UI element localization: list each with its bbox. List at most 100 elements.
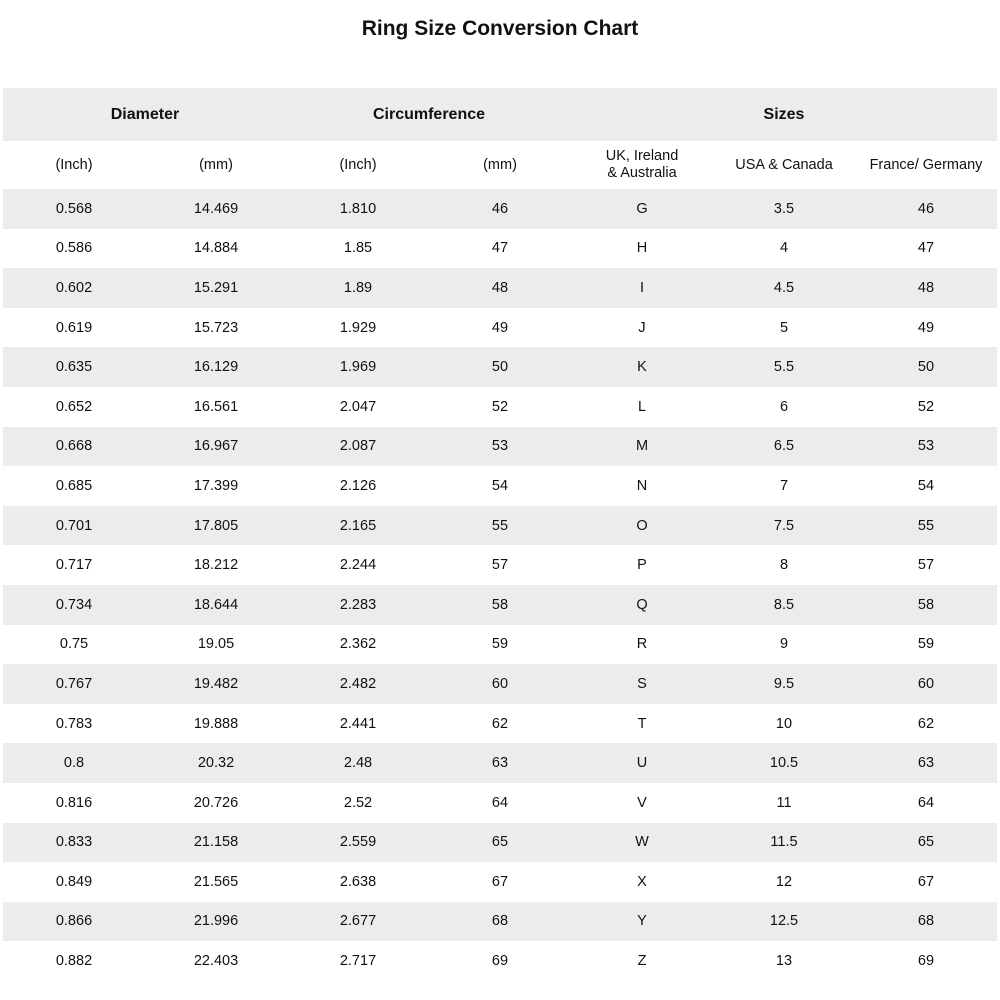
table-cell: 18.644	[145, 584, 287, 625]
table-cell: 8	[779, 557, 789, 574]
table-cell: 69	[491, 953, 509, 970]
table-cell: 60	[429, 664, 571, 704]
table-cell: 6	[779, 398, 789, 415]
column-header-row: (Inch) (mm) (Inch) (mm) UK, Ireland & Au…	[3, 141, 997, 189]
table-cell: 58	[429, 584, 571, 625]
table-cell: 17.805	[145, 505, 287, 546]
table-cell: 50	[855, 347, 997, 387]
table-row: 0.568 14.469 1.810 46 G 3.5 46	[3, 189, 997, 229]
table-cell: 2.126	[339, 477, 377, 494]
table-cell: 57	[491, 557, 509, 574]
table-cell: 0.866	[3, 901, 145, 942]
table-cell: 3.5	[713, 189, 855, 229]
table-cell: 0.619	[55, 319, 93, 336]
table-cell: 19.05	[197, 636, 235, 653]
table-cell: R	[636, 636, 648, 653]
column-header: (Inch)	[287, 141, 429, 189]
table-cell: 46	[855, 189, 997, 229]
table-cell: 0.685	[55, 477, 93, 494]
table-cell: 46	[429, 189, 571, 229]
table-cell: 4	[779, 240, 789, 257]
table-cell: 0.602	[3, 268, 145, 308]
table-cell: 53	[429, 426, 571, 467]
group-header-sizes: Sizes	[571, 88, 997, 141]
table-cell: 0.668	[3, 426, 145, 467]
table-cell: H	[636, 240, 648, 257]
table-cell: 2.638	[339, 873, 377, 890]
table-cell: 64	[491, 794, 509, 811]
table-cell: 0.635	[3, 347, 145, 387]
table-row: 0.783 19.888 2.441 62 T 10 62	[3, 704, 997, 744]
table-cell: 49	[917, 319, 935, 336]
table-cell: 16.129	[145, 347, 287, 387]
table-cell: 2.362	[339, 636, 377, 653]
table-row: 0.701 17.805 2.165 55 O 7.5 55	[3, 505, 997, 546]
table-cell: 1.969	[287, 347, 429, 387]
table-cell: 1.89	[287, 268, 429, 308]
table-cell: 68	[855, 901, 997, 942]
table-cell: 9	[779, 636, 789, 653]
table-row: 0.602 15.291 1.89 48 I 4.5 48	[3, 268, 997, 308]
table-cell: 13	[775, 953, 793, 970]
table-cell: 2.283	[287, 584, 429, 625]
table-cell: 0.701	[3, 505, 145, 546]
table-cell: 7.5	[713, 505, 855, 546]
table-cell: 19.888	[193, 715, 239, 732]
table-cell: 63	[429, 743, 571, 783]
table-cell: 2.52	[343, 794, 373, 811]
table-cell: 20.726	[193, 794, 239, 811]
table-cell: 10	[775, 715, 793, 732]
table-cell: 21.158	[145, 822, 287, 863]
table-cell: L	[637, 398, 647, 415]
table-row: 0.849 21.565 2.638 67 X 12 67	[3, 862, 997, 902]
group-header-circumference: Circumference	[287, 88, 571, 141]
table-cell: 65	[855, 822, 997, 863]
table-row: 0.8 20.32 2.48 63 U 10.5 63	[3, 743, 997, 783]
table-row: 0.833 21.158 2.559 65 W 11.5 65	[3, 822, 997, 863]
table-cell: T	[637, 715, 647, 732]
table-cell: 15.723	[193, 319, 239, 336]
table-cell: 57	[917, 557, 935, 574]
table-cell: I	[571, 268, 713, 308]
table-cell: 48	[855, 268, 997, 308]
table-cell: 16.561	[193, 398, 239, 415]
table-cell: 0.734	[3, 584, 145, 625]
table-cell: S	[571, 664, 713, 704]
table-cell: 0.767	[3, 664, 145, 704]
ring-size-table: Diameter Circumference Sizes (Inch) (mm)…	[3, 88, 997, 981]
table-cell: 0.75	[59, 636, 89, 653]
table-cell: 62	[917, 715, 935, 732]
table-cell: X	[637, 873, 647, 890]
table-cell: W	[571, 822, 713, 863]
column-header: (mm)	[429, 141, 571, 189]
table-cell: 7	[779, 477, 789, 494]
table-cell: 2.244	[339, 557, 377, 574]
table-cell: 2.165	[287, 505, 429, 546]
column-header: UK, Ireland & Australia	[571, 141, 713, 189]
table-cell: Z	[637, 953, 647, 970]
table-cell: 0.849	[55, 873, 93, 890]
table-cell: 0.783	[55, 715, 93, 732]
table-cell: 0.882	[55, 953, 93, 970]
table-row: 0.685 17.399 2.126 54 N 7 54	[3, 466, 997, 506]
table-row: 0.652 16.561 2.047 52 L 6 52	[3, 387, 997, 427]
table-cell: 2.559	[287, 822, 429, 863]
group-header-diameter: Diameter	[3, 88, 287, 141]
table-cell: 54	[917, 477, 935, 494]
table-cell: 1.85	[343, 240, 373, 257]
table-cell: 0.568	[3, 189, 145, 229]
table-row: 0.866 21.996 2.677 68 Y 12.5 68	[3, 901, 997, 942]
table-cell: 59	[491, 636, 509, 653]
table-cell: 68	[429, 901, 571, 942]
table-cell: 2.047	[339, 398, 377, 415]
table-row: 0.75 19.05 2.362 59 R 9 59	[3, 625, 997, 665]
table-cell: 48	[429, 268, 571, 308]
table-cell: 21.996	[145, 901, 287, 942]
table-cell: 14.884	[193, 240, 239, 257]
table-cell: 15.291	[145, 268, 287, 308]
table-cell: K	[571, 347, 713, 387]
table-cell: 0.8	[3, 743, 145, 783]
table-cell: 52	[917, 398, 935, 415]
table-cell: 1.929	[339, 319, 377, 336]
table-row: 0.717 18.212 2.244 57 P 8 57	[3, 545, 997, 585]
